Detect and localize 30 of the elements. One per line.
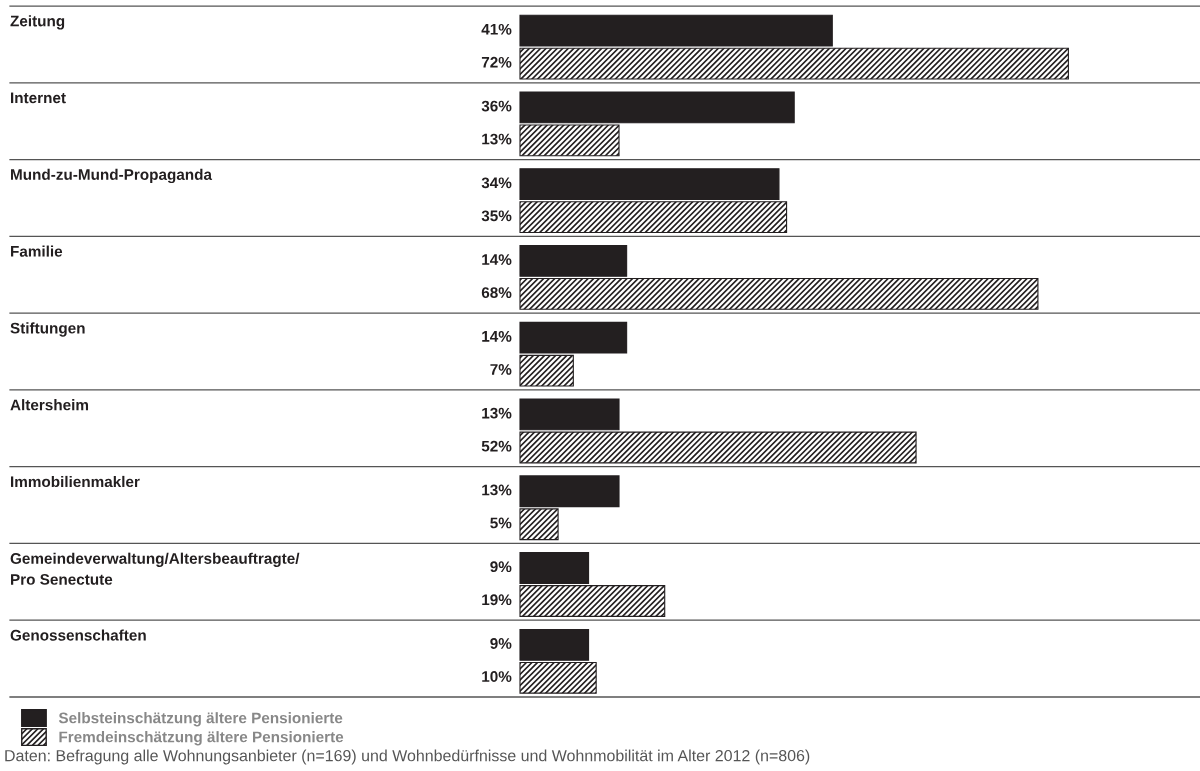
data-label: 19% [482, 594, 512, 606]
data-label: 35% [481, 210, 512, 222]
data-label: 34% [481, 177, 512, 189]
data-label: 41% [481, 23, 512, 35]
data-label: 72% [481, 56, 512, 68]
y-tick-label: Familie [11, 245, 63, 257]
legend-label: Fremdeinschätzung ältere Pensionierte [59, 731, 344, 746]
y-tick-label: Internet [11, 92, 66, 104]
y-tick-label: Stiftungen [10, 322, 85, 337]
data-label: 68% [481, 287, 512, 299]
data-label: 9% [490, 638, 512, 649]
text: Daten: Befragung alle Wohnungsanbieter (n=169) und Wohnbedürfnisse und Wohnmobilität im Alter 2012 (n=806) [5, 749, 810, 765]
data-label: 5% [490, 517, 512, 529]
data-label: 14% [482, 331, 512, 342]
y-tick-label: Altersheim [10, 399, 89, 411]
data-label: 7% [490, 364, 512, 375]
data-label: 14% [482, 254, 512, 265]
data-label: 13% [482, 407, 512, 419]
y-tick-label: Mund-zu-Mund-Propaganda [11, 168, 213, 184]
y-tick-label: Gemeindeverwaltung/Altersbeauftragte/ Pro Senectute [10, 552, 300, 585]
legend-label: Selbsteinschätzung ältere Pensionierte [58, 712, 343, 727]
data-label: 36% [481, 100, 512, 112]
data-label: 13% [482, 484, 512, 496]
data-label: 9% [490, 561, 512, 573]
data-label: 13% [482, 133, 512, 145]
y-tick-label: Immobilienmakler [11, 475, 140, 488]
y-tick-label: Zeitung [10, 15, 65, 30]
data-label: 10% [482, 671, 512, 682]
y-tick-label: Genossenschaften [10, 629, 146, 641]
data-label: 52% [481, 440, 512, 452]
